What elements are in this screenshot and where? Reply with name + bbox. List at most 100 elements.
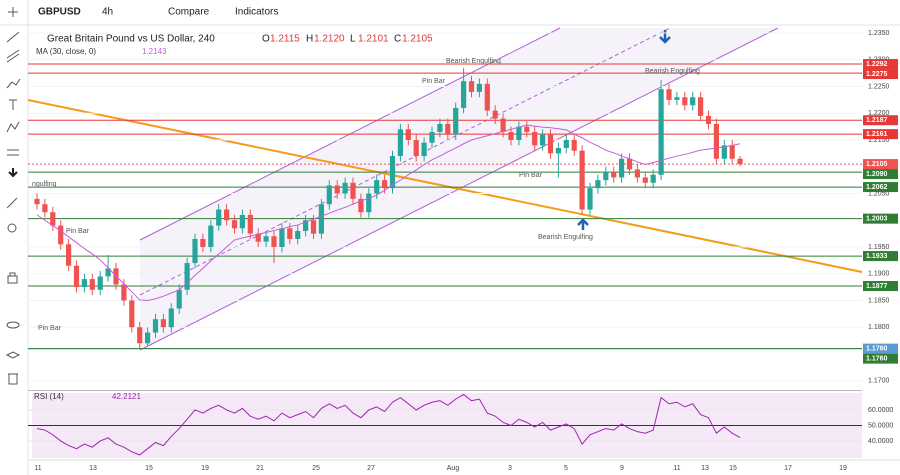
level-label-box — [863, 213, 898, 224]
candle-body — [374, 180, 380, 194]
candle-body — [721, 145, 727, 159]
candle-body — [255, 233, 261, 242]
x-tick-label: 5 — [564, 465, 568, 472]
zoom-tool[interactable] — [7, 223, 17, 233]
candle-body — [263, 236, 269, 242]
ohlc-value: 1.2105 — [402, 34, 433, 45]
level-label-box — [863, 69, 898, 80]
annotation: Bearish Engulfing — [645, 68, 700, 75]
candle-body — [563, 140, 569, 149]
level-label: 1.2292 — [866, 61, 888, 68]
x-tick-label: 9 — [620, 465, 624, 472]
level-label-box — [863, 159, 898, 170]
ohlc-value: 1.2120 — [314, 34, 345, 45]
candle-body — [97, 276, 103, 290]
candle-body — [350, 182, 356, 199]
y-tick-label: 1.2200 — [868, 110, 890, 117]
candle-body — [484, 83, 490, 111]
candle-body — [650, 174, 656, 183]
candle-body — [216, 209, 222, 226]
rsi-tick-label: 60.0000 — [868, 407, 893, 414]
candle-body — [476, 83, 482, 92]
candle-body — [121, 284, 127, 301]
level-label-box — [863, 169, 898, 180]
level-label: 1.1760 — [866, 355, 888, 362]
level-label-box — [863, 59, 898, 70]
x-tick-label: 11 — [673, 465, 680, 472]
candle-body — [571, 140, 577, 151]
rsi-line — [36, 393, 741, 456]
candle-body — [73, 265, 80, 288]
candle-body — [176, 289, 182, 309]
ohlc-letter: L — [350, 34, 356, 45]
candle-body — [682, 97, 688, 106]
candle-body — [658, 89, 664, 175]
pattern-tool[interactable] — [6, 121, 20, 133]
candle-body — [168, 308, 174, 328]
indicators-button[interactable]: Indicators — [235, 7, 278, 18]
candle-body — [405, 129, 411, 141]
candle-body — [461, 81, 467, 108]
rsi-legend: RSI (14) — [34, 392, 64, 401]
candle-body — [524, 126, 530, 132]
candle-body — [413, 140, 419, 157]
candle-body — [674, 97, 680, 100]
brush-tool[interactable] — [6, 78, 21, 89]
y-tick-label: 1.1700 — [868, 378, 890, 385]
level-label-box — [863, 343, 898, 354]
rsi-legend-value: 42.2121 — [112, 392, 141, 401]
candle-body — [247, 214, 253, 234]
level-label: 1.2090 — [866, 171, 888, 178]
candle-body — [192, 238, 198, 264]
candle-body — [595, 180, 601, 189]
candle-body — [389, 156, 396, 189]
arrow-tool[interactable] — [8, 168, 18, 178]
compare-button[interactable]: Compare — [168, 7, 210, 18]
lock-tool[interactable] — [7, 272, 18, 284]
arrow-up — [577, 218, 589, 230]
trendline-tool[interactable] — [6, 31, 20, 43]
candle-body — [160, 319, 166, 328]
candle-body — [737, 158, 743, 165]
candle-body — [516, 126, 522, 141]
x-tick-label: 21 — [256, 465, 264, 472]
candle-body — [547, 134, 554, 154]
visibility-tool[interactable] — [6, 321, 20, 329]
text-tool[interactable] — [9, 99, 17, 110]
candle-body — [540, 134, 546, 146]
candle-body — [231, 220, 238, 229]
level-label: 1.2062 — [866, 184, 888, 191]
candle-body — [555, 148, 561, 154]
y-tick-label: 1.1800 — [868, 324, 890, 331]
candle-body — [129, 300, 135, 328]
delete-tool[interactable] — [8, 373, 18, 385]
y-tick-label: 1.2250 — [868, 83, 890, 90]
symbol[interactable]: GBPUSD — [38, 7, 81, 18]
candle-body — [619, 158, 625, 178]
drawings — [27, 27, 863, 351]
candle-body — [705, 115, 712, 124]
crosshair-tool[interactable] — [8, 7, 18, 17]
candle-body — [382, 180, 388, 189]
level-label-box — [863, 251, 898, 262]
candle-body — [310, 220, 317, 234]
layers-tool[interactable] — [5, 351, 21, 359]
candle-body — [690, 97, 696, 106]
x-tick-label: 17 — [784, 465, 792, 472]
candle-body — [89, 279, 95, 290]
ohlc-letter: O — [262, 34, 270, 45]
candle-body — [81, 279, 87, 288]
level-label: 1.1933 — [866, 253, 888, 260]
candle-body — [342, 182, 348, 194]
ma-legend-value: 1.2143 — [142, 47, 167, 56]
fib-tool[interactable] — [6, 49, 20, 63]
level-label: 1.1760 — [866, 345, 888, 352]
candle-body — [729, 145, 735, 159]
candle-body — [698, 97, 704, 116]
measure-tool[interactable] — [6, 197, 18, 209]
interval[interactable]: 4h — [102, 7, 113, 18]
forecast-tool[interactable] — [7, 149, 19, 156]
candle-body — [137, 327, 143, 344]
candle-body — [239, 214, 245, 229]
